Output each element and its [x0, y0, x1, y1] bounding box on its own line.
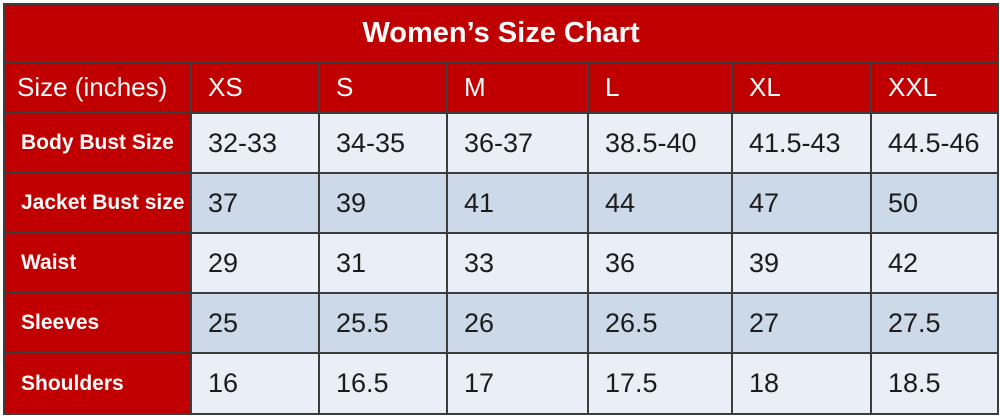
cell-waist-m: 33 — [446, 232, 589, 294]
cell-body-bust-l: 38.5-40 — [587, 112, 733, 174]
cell-sleeves-l: 26.5 — [587, 292, 733, 354]
cell-jacket-bust-xs: 37 — [190, 172, 320, 234]
column-header-l: L — [587, 61, 733, 114]
cell-waist-xxl: 42 — [869, 232, 1000, 294]
cell-body-bust-xl: 41.5-43 — [731, 112, 872, 174]
cell-shoulders-s: 16.5 — [318, 352, 448, 415]
cell-waist-s: 31 — [318, 232, 448, 294]
cell-waist-l: 36 — [587, 232, 733, 294]
cell-waist-xl: 39 — [731, 232, 872, 294]
table-row-waist: Waist 29 31 33 36 39 42 — [3, 232, 1000, 294]
cell-shoulders-m: 17 — [446, 352, 589, 415]
table-row-jacket-bust-size: Jacket Bust size 37 39 41 44 47 50 — [3, 172, 1000, 234]
cell-jacket-bust-m: 41 — [446, 172, 589, 234]
chart-title: Women’s Size Chart — [2, 3, 1000, 63]
cell-shoulders-xs: 16 — [190, 352, 320, 415]
table-row-body-bust-size: Body Bust Size 32-33 34-35 36-37 38.5-40… — [3, 112, 1000, 174]
row-label-jacket-bust-size: Jacket Bust size — [3, 172, 192, 234]
row-label-waist: Waist — [3, 232, 192, 294]
cell-sleeves-xs: 25 — [190, 292, 320, 354]
cell-body-bust-m: 36-37 — [446, 112, 589, 174]
cell-jacket-bust-l: 44 — [587, 172, 733, 234]
column-header-size-inches: Size (inches) — [3, 61, 192, 114]
cell-sleeves-xl: 27 — [731, 292, 872, 354]
column-header-s: S — [318, 61, 448, 114]
row-label-sleeves: Sleeves — [3, 292, 192, 354]
cell-jacket-bust-xl: 47 — [731, 172, 872, 234]
column-header-m: M — [446, 61, 589, 114]
cell-shoulders-xl: 18 — [731, 352, 872, 415]
cell-shoulders-xxl: 18.5 — [869, 352, 1000, 415]
table-row-sleeves: Sleeves 25 25.5 26 26.5 27 27.5 — [3, 292, 1000, 354]
column-header-row: Size (inches) XS S M L XL XXL — [3, 61, 1000, 114]
cell-sleeves-s: 25.5 — [318, 292, 448, 354]
table-row-shoulders: Shoulders 16 16.5 17 17.5 18 18.5 — [3, 352, 1000, 415]
row-label-body-bust-size: Body Bust Size — [3, 112, 192, 174]
cell-sleeves-m: 26 — [446, 292, 589, 354]
cell-shoulders-l: 17.5 — [587, 352, 733, 415]
column-header-xs: XS — [190, 61, 320, 114]
cell-jacket-bust-s: 39 — [318, 172, 448, 234]
cell-sleeves-xxl: 27.5 — [869, 292, 1000, 354]
title-row: Women’s Size Chart — [2, 3, 1000, 63]
column-header-xl: XL — [731, 61, 872, 114]
column-header-xxl: XXL — [869, 61, 1000, 114]
womens-size-chart-table: Women’s Size Chart Size (inches) XS S M … — [2, 3, 1000, 415]
cell-body-bust-s: 34-35 — [318, 112, 448, 174]
cell-jacket-bust-xxl: 50 — [869, 172, 1000, 234]
row-label-shoulders: Shoulders — [3, 352, 192, 415]
cell-body-bust-xxl: 44.5-46 — [869, 112, 1000, 174]
cell-waist-xs: 29 — [190, 232, 320, 294]
cell-body-bust-xs: 32-33 — [190, 112, 320, 174]
